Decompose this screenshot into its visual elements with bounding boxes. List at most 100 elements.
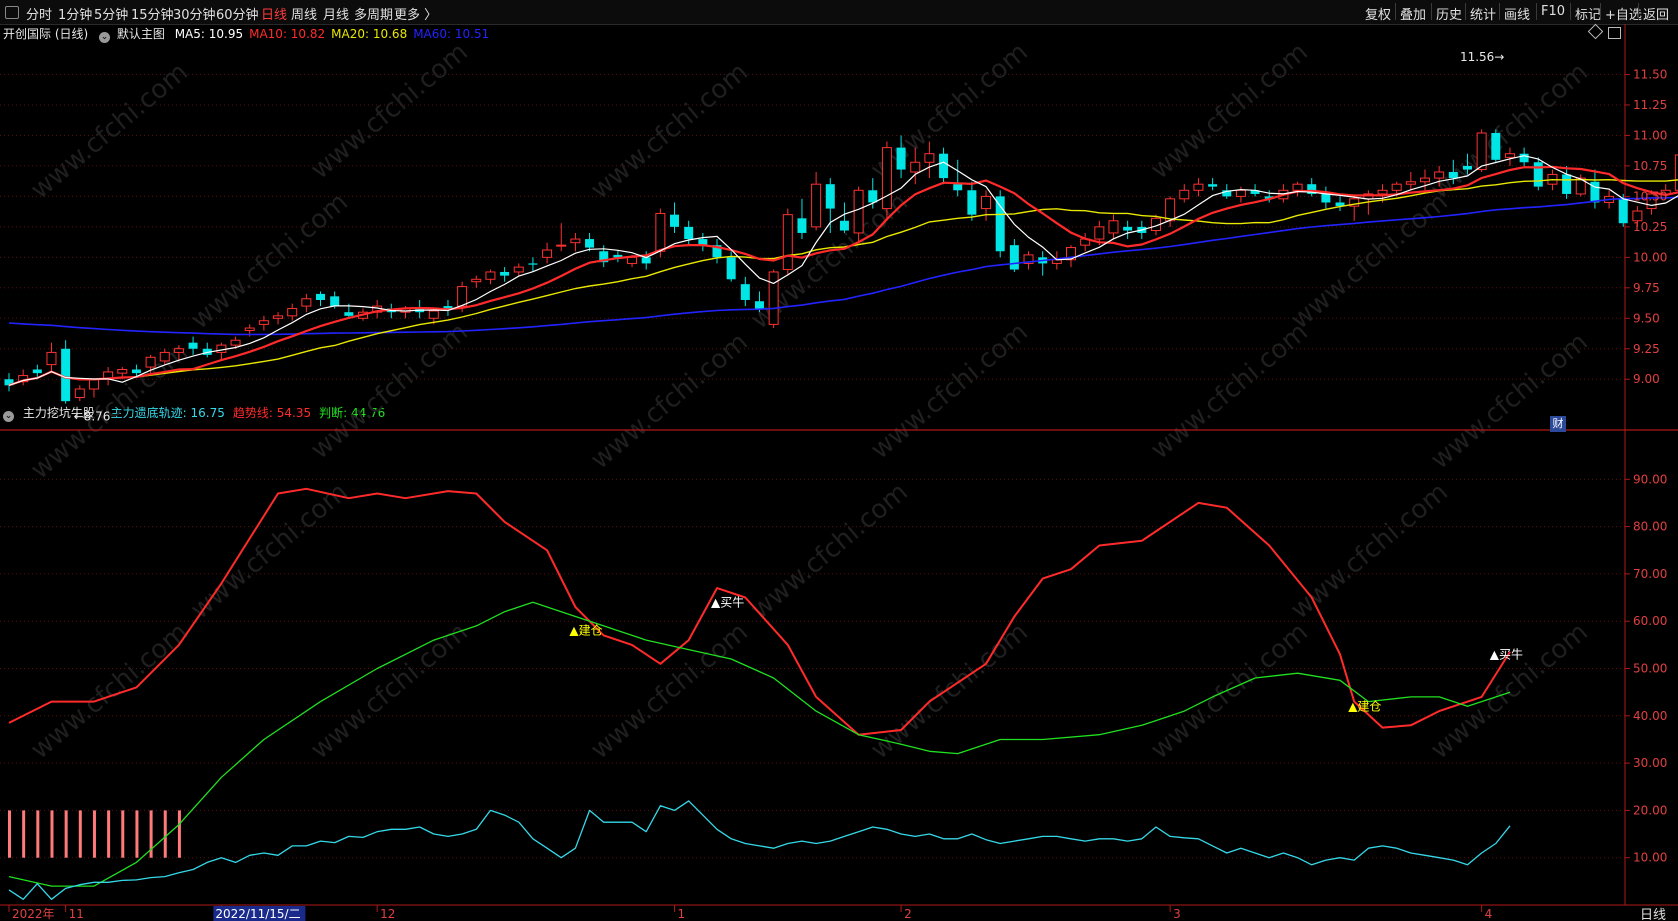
template-name[interactable]: 默认主图 <box>116 27 165 41</box>
candle-body <box>1335 202 1345 207</box>
price-tick-label: 9.00 <box>1633 372 1660 386</box>
toolbar-divider <box>1570 3 1571 20</box>
candle-body <box>868 190 878 203</box>
indicator-collapse-icon[interactable]: ⌄ <box>3 411 14 422</box>
window-box-icon[interactable] <box>1608 27 1621 39</box>
tool-button-6[interactable]: 标记 <box>1575 8 1602 23</box>
candle-body <box>1575 177 1586 195</box>
period-tab-8[interactable]: 月线 <box>323 8 350 23</box>
candle-body <box>1448 172 1458 179</box>
candle-body <box>316 293 326 300</box>
axis-labels: 9.00 9.25 9.50 9.75 10.00 10.25 10.50 10.75 11.0… <box>12 50 1667 921</box>
candle-body <box>896 147 906 170</box>
period-tab-9[interactable]: 多周期 <box>354 8 394 23</box>
toolbar-divider <box>1431 3 1432 20</box>
watermark-text: www.cfchi.com <box>1425 57 1594 205</box>
candle-body <box>1250 190 1260 194</box>
signal-bar <box>92 810 96 858</box>
watermark-text: www.cfchi.com <box>865 317 1034 465</box>
date-label: 2 <box>904 907 912 921</box>
window-icon[interactable] <box>5 6 19 19</box>
price-tick-label: 9.25 <box>1633 342 1660 356</box>
candle-body <box>1179 189 1190 200</box>
indicator-趋势线-line <box>8 487 1511 736</box>
stock-title[interactable]: 开创国际 (日线) <box>3 27 89 41</box>
candle-body <box>88 378 99 390</box>
signal-bar <box>50 810 54 858</box>
date-label: 1 <box>678 907 686 921</box>
candle-body <box>542 249 553 258</box>
watermark-text: www.cfchi.com <box>865 617 1034 765</box>
indicator-legend: ⌄ 主力挖坑牛股 主力遗底轨迹: 16.75 趋势线: 54.35 判断: 44.7… <box>3 404 1503 422</box>
collapse-icon[interactable]: ⌄ <box>99 32 111 43</box>
ma10-line <box>8 165 1678 387</box>
candle-body <box>500 271 510 276</box>
period-tab-10[interactable]: 更多 〉 <box>394 8 438 23</box>
watermark-text: www.cfchi.com <box>1285 187 1454 335</box>
fin-badge[interactable]: 财 <box>1550 416 1566 432</box>
candle-body <box>258 320 269 325</box>
candle-body <box>103 371 114 380</box>
period-tab-2[interactable]: 5分钟 <box>94 8 129 23</box>
diamond-icon[interactable] <box>1587 23 1604 40</box>
period-tab-0[interactable]: 分时 <box>26 8 53 23</box>
tool-button-5[interactable]: F10 <box>1541 4 1566 19</box>
candle-body <box>655 212 666 252</box>
watermark-text: www.cfchi.com <box>1425 617 1594 765</box>
candle-body <box>1504 153 1515 158</box>
moving-averages <box>8 155 1678 387</box>
tool-button-8[interactable]: 返回 <box>1643 8 1670 23</box>
candle-body <box>825 184 835 209</box>
tool-button-1[interactable]: 叠加 <box>1400 8 1427 23</box>
indicator-tick-label: 30.00 <box>1633 756 1667 770</box>
period-tab-6[interactable]: 日线 <box>261 8 288 23</box>
signal-bar <box>36 810 40 858</box>
candle-body <box>1491 132 1501 160</box>
tool-button-4[interactable]: 画线 <box>1504 8 1531 23</box>
date-label: 3 <box>1173 907 1181 921</box>
watermark-text: www.cfchi.com <box>305 617 474 765</box>
candle-body <box>1023 254 1034 264</box>
toolbar-divider <box>1638 3 1639 20</box>
tool-button-2[interactable]: 历史 <box>1436 8 1463 23</box>
candles <box>4 129 1678 404</box>
candle-body <box>117 368 128 374</box>
ma5-line <box>8 155 1678 386</box>
candle-body <box>1235 189 1246 197</box>
tool-button-0[interactable]: 复权 <box>1365 8 1392 23</box>
period-tab-4[interactable]: 30分钟 <box>173 8 216 23</box>
candle-body <box>1590 181 1600 203</box>
candle-body <box>1349 198 1360 207</box>
candle-body <box>768 271 779 325</box>
indicator-tick-label: 80.00 <box>1633 520 1667 534</box>
period-label[interactable]: 日线 <box>1640 908 1667 921</box>
period-tab-3[interactable]: 15分钟 <box>131 8 174 23</box>
candle-body <box>1123 226 1133 231</box>
candle-body <box>244 327 255 331</box>
indicator-title[interactable]: 主力挖坑牛股 <box>22 406 95 420</box>
candle-body <box>188 342 198 349</box>
signal-bar <box>135 810 139 858</box>
tool-button-7[interactable]: +自选 <box>1605 8 1642 23</box>
indicator-tick-label: 50.00 <box>1633 662 1667 676</box>
signal-bar <box>8 810 11 858</box>
toolbar-divider <box>1499 3 1500 20</box>
candle-body <box>216 344 227 353</box>
watermark-text: www.cfchi.com <box>25 57 194 205</box>
watermark-text: www.cfchi.com <box>25 617 194 765</box>
period-tab-5[interactable]: 60分钟 <box>216 8 259 23</box>
ma-legend-item: MA20: 10.68 <box>331 27 408 41</box>
watermarks: www.cfchi.com www.cfchi.com www.cfchi.com w… <box>25 37 1594 765</box>
period-tab-1[interactable]: 1分钟 <box>58 8 93 23</box>
date-label: 11 <box>69 907 84 921</box>
tool-button-3[interactable]: 统计 <box>1470 8 1497 23</box>
candle-body <box>528 263 538 265</box>
period-tab-7[interactable]: 周线 <box>291 8 318 23</box>
candle-body <box>1632 210 1643 222</box>
period-toolbar: 分时 1分钟 5分钟 15分钟 30分钟 60分钟 日线 周线 月线 多周期 更多 〉 复权 叠加 历史… <box>0 0 1678 25</box>
candle-body <box>301 298 312 307</box>
ma-legend-item: MA60: 10.51 <box>413 27 490 41</box>
candle-body <box>1533 162 1543 187</box>
indicator-legend-item: 主力遗底轨迹: 16.75 <box>110 406 225 420</box>
